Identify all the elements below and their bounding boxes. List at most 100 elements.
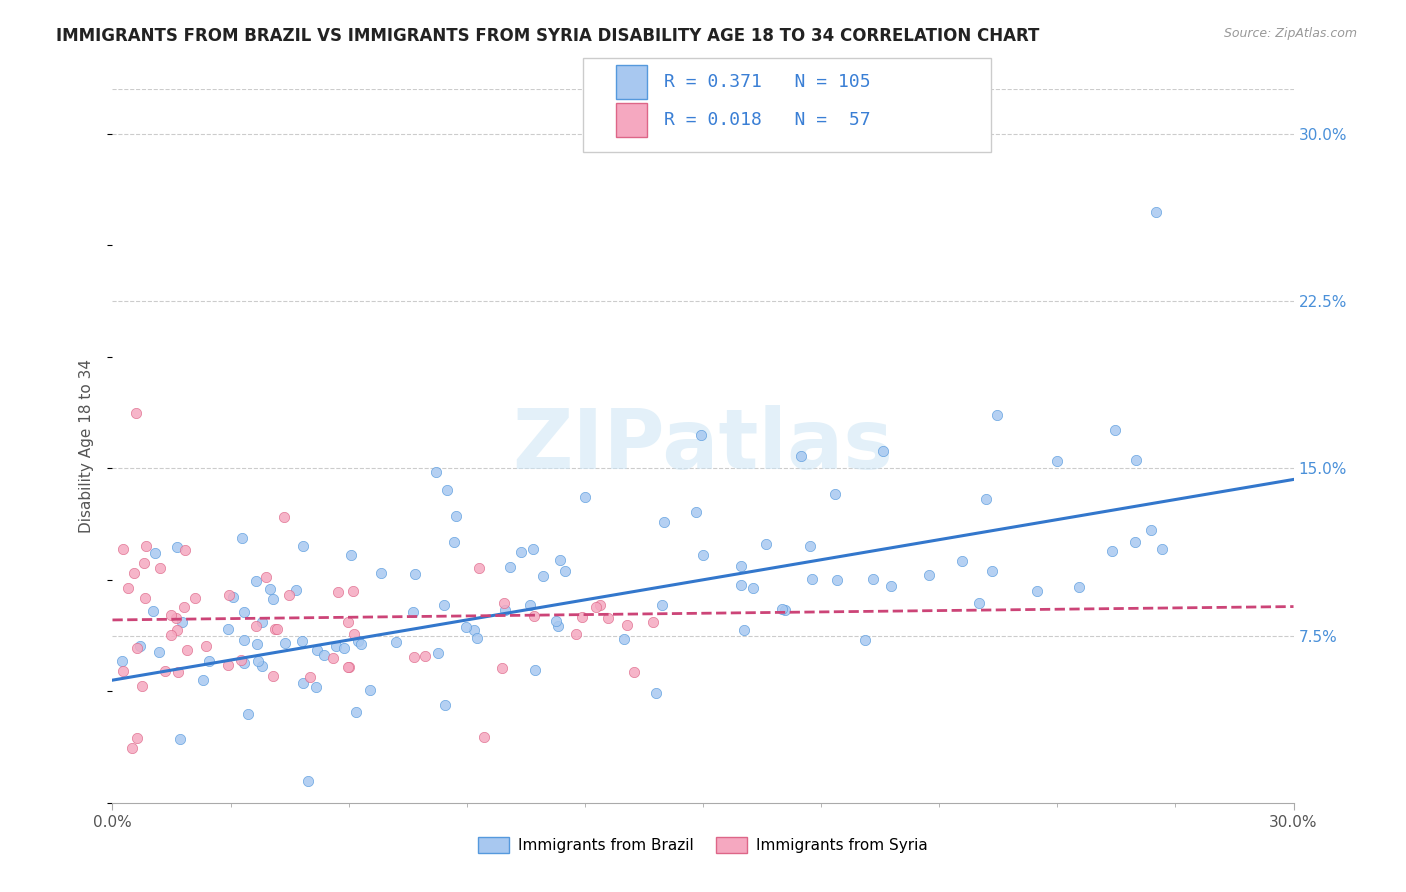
Point xyxy=(918,567,941,582)
Point xyxy=(974,491,997,506)
Point xyxy=(425,465,447,479)
Point xyxy=(160,608,183,623)
Point xyxy=(247,654,270,668)
Point xyxy=(522,541,544,556)
Point xyxy=(193,673,215,687)
Point xyxy=(790,450,813,464)
Point xyxy=(547,619,569,633)
Point xyxy=(350,637,373,651)
Point xyxy=(312,648,335,662)
Point xyxy=(404,567,426,582)
Point xyxy=(111,542,134,557)
Point xyxy=(800,573,823,587)
Point xyxy=(250,615,273,629)
Point xyxy=(291,539,314,553)
Point xyxy=(1026,584,1049,599)
Point xyxy=(153,664,176,678)
Point xyxy=(433,698,456,712)
Point xyxy=(370,566,392,580)
Point xyxy=(170,615,193,630)
Point xyxy=(262,669,284,683)
Point xyxy=(250,659,273,673)
Text: IMMIGRANTS FROM BRAZIL VS IMMIGRANTS FROM SYRIA DISABILITY AGE 18 TO 34 CORRELAT: IMMIGRANTS FROM BRAZIL VS IMMIGRANTS FRO… xyxy=(56,27,1039,45)
Point xyxy=(1123,534,1146,549)
Point xyxy=(454,620,477,634)
Point xyxy=(651,599,673,613)
Point xyxy=(1125,453,1147,467)
Point xyxy=(121,740,143,755)
Point xyxy=(571,609,593,624)
Point xyxy=(623,665,645,679)
Point xyxy=(730,558,752,573)
Point xyxy=(585,599,607,614)
Point xyxy=(950,554,973,568)
Point xyxy=(325,639,347,653)
Point xyxy=(291,634,314,648)
Point xyxy=(689,428,711,442)
Point xyxy=(254,570,277,584)
Point xyxy=(322,651,344,665)
Point xyxy=(862,572,884,586)
Point xyxy=(499,559,522,574)
Point xyxy=(1140,523,1163,537)
Point xyxy=(166,541,188,555)
Point xyxy=(544,614,567,628)
Point xyxy=(231,653,253,667)
Point xyxy=(510,545,533,559)
Point xyxy=(616,618,638,632)
Point xyxy=(589,598,612,612)
Point xyxy=(233,632,256,647)
Point xyxy=(125,640,148,655)
Point xyxy=(328,585,350,599)
Text: R = 0.371   N = 105: R = 0.371 N = 105 xyxy=(664,73,870,91)
Point xyxy=(770,602,793,616)
Point xyxy=(245,619,267,633)
Point xyxy=(135,539,157,553)
Point xyxy=(853,633,876,648)
Point xyxy=(519,598,541,612)
Text: Source: ZipAtlas.com: Source: ZipAtlas.com xyxy=(1223,27,1357,40)
Point xyxy=(730,578,752,592)
Point xyxy=(305,680,328,694)
Point xyxy=(741,581,763,595)
Point xyxy=(554,564,576,578)
Point xyxy=(297,773,319,788)
Point xyxy=(463,623,485,637)
Point xyxy=(339,549,361,563)
Point xyxy=(1101,544,1123,558)
Point xyxy=(773,603,796,617)
Point xyxy=(218,588,240,602)
Point xyxy=(654,515,676,529)
Point xyxy=(825,573,848,587)
Point xyxy=(217,658,239,673)
Point xyxy=(111,654,134,668)
Point xyxy=(433,598,456,612)
Point xyxy=(799,539,821,553)
Point xyxy=(613,632,636,646)
Point xyxy=(343,627,366,641)
Point xyxy=(117,581,139,595)
Point xyxy=(194,640,217,654)
Point xyxy=(262,592,284,607)
Point xyxy=(733,623,755,637)
Point xyxy=(494,603,516,617)
Point xyxy=(565,626,588,640)
Point xyxy=(305,643,328,657)
Point xyxy=(143,546,166,560)
Point xyxy=(129,639,152,653)
Point xyxy=(685,505,707,519)
Point xyxy=(359,682,381,697)
Text: ZIPatlas: ZIPatlas xyxy=(513,406,893,486)
Point xyxy=(981,564,1004,578)
Point xyxy=(159,628,181,642)
Point xyxy=(1150,541,1173,556)
Point xyxy=(166,623,188,637)
Point xyxy=(692,548,714,562)
Point xyxy=(132,556,155,570)
Legend: Immigrants from Brazil, Immigrants from Syria: Immigrants from Brazil, Immigrants from … xyxy=(472,831,934,859)
Point xyxy=(550,552,572,566)
Point xyxy=(1069,581,1091,595)
Point xyxy=(385,634,408,648)
Point xyxy=(444,509,467,524)
Point xyxy=(427,646,450,660)
